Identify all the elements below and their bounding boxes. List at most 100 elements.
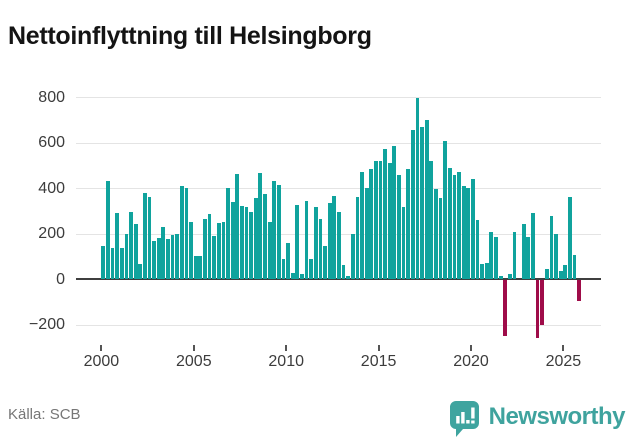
bar-2004-q1 — [175, 233, 180, 279]
bar-2015-q4 — [392, 145, 397, 279]
bar-2022-q1 — [507, 274, 512, 279]
bar-2009-q3 — [276, 184, 281, 279]
bar-2016-q2 — [401, 207, 406, 279]
bar-2015-q1 — [378, 160, 383, 279]
bar-2020-q1 — [471, 178, 475, 279]
bar-2002-q4 — [152, 241, 157, 279]
bar-2000-q1 — [101, 246, 106, 279]
zero-baseline — [76, 277, 601, 281]
bar-2001-q2 — [124, 233, 129, 279]
bar-2006-q2 — [216, 223, 221, 279]
bar-2021-q4 — [503, 280, 508, 337]
bar-2004-q3 — [184, 188, 189, 279]
y-axis-label: 0 — [56, 270, 65, 288]
bar-2019-q4 — [466, 188, 471, 279]
bar-2002-q1 — [138, 264, 143, 279]
x-axis-tick-2000 — [100, 345, 103, 351]
bar-2025-q2 — [568, 197, 572, 279]
bar-2010-q1 — [286, 242, 290, 279]
gridline-600 — [76, 142, 601, 144]
bar-2005-q4 — [207, 214, 212, 279]
bar-2015-q2 — [383, 149, 388, 279]
bar-2012-q1 — [323, 246, 327, 279]
bar-2014-q2 — [364, 188, 369, 279]
x-axis-tick-2015 — [377, 345, 380, 351]
x-axis-label: 2005 — [176, 353, 212, 370]
bar-2007-q1 — [230, 201, 235, 279]
bar-2013-q4 — [355, 197, 360, 279]
bar-2010-q4 — [300, 274, 304, 279]
page-title: Nettoinflyttning till Helsingborg — [8, 21, 372, 50]
bar-2020-q3 — [480, 264, 485, 279]
bar-2005-q2 — [198, 256, 203, 279]
bar-2019-q3 — [461, 185, 466, 279]
bar-2009-q4 — [281, 258, 286, 279]
bar-2021-q3 — [498, 275, 503, 279]
bar-2024-q1 — [544, 268, 549, 279]
bar-2020-q2 — [475, 219, 480, 279]
bar-2016-q3 — [406, 168, 411, 279]
y-axis-label: 400 — [38, 179, 65, 197]
x-axis-tick-2005 — [192, 345, 195, 351]
y-axis-label: 200 — [38, 225, 65, 242]
bar-2024-q3 — [554, 233, 558, 279]
newsworthy-logo[interactable]: Newsworthy — [449, 401, 626, 437]
bar-2008-q3 — [258, 173, 263, 279]
source-note: Källa: SCB — [8, 406, 81, 423]
y-axis-label: 600 — [38, 134, 65, 151]
bar-2023-q2 — [531, 213, 535, 279]
bar-2001-q3 — [129, 211, 133, 279]
bar-2001-q4 — [133, 224, 138, 279]
bar-2005-q3 — [203, 218, 207, 279]
y-axis-label: 800 — [38, 88, 65, 106]
bar-2011-q1 — [304, 200, 309, 279]
x-axis-label: 2015 — [360, 353, 397, 370]
bar-2003-q1 — [156, 238, 161, 279]
x-axis-tick-2010 — [285, 345, 288, 351]
bar-2016-q1 — [397, 175, 401, 279]
bar-2025-q3 — [572, 255, 577, 279]
bar-2023-q3 — [535, 280, 540, 339]
bar-2007-q3 — [240, 206, 244, 279]
bar-2012-q4 — [337, 211, 341, 279]
bar-2004-q2 — [179, 185, 184, 279]
bar-2003-q3 — [166, 239, 170, 279]
gridline--200 — [76, 324, 601, 326]
bar-2000-q2 — [106, 181, 110, 279]
x-axis-tick-2025 — [562, 345, 565, 351]
bar-2012-q2 — [327, 202, 332, 279]
bar-2001-q1 — [119, 248, 124, 279]
bar-2002-q2 — [142, 192, 147, 279]
bar-2013-q3 — [350, 233, 355, 279]
bar-2008-q4 — [263, 193, 267, 279]
bar-2003-q2 — [161, 226, 166, 279]
bar-2005-q1 — [193, 256, 198, 279]
bar-2012-q3 — [332, 195, 337, 279]
x-axis-label: 2000 — [83, 353, 120, 370]
bar-2025-q1 — [563, 265, 568, 279]
bar-2006-q1 — [212, 235, 217, 279]
bar-2010-q2 — [290, 273, 295, 279]
bar-2002-q3 — [147, 197, 152, 279]
bar-2000-q3 — [110, 248, 115, 279]
bar-2004-q4 — [189, 222, 193, 279]
y-axis-label: −200 — [28, 316, 65, 333]
x-axis-label: 2025 — [545, 353, 582, 370]
bar-2018-q2 — [438, 198, 443, 279]
bar-2006-q4 — [226, 188, 230, 279]
bar-2007-q2 — [235, 174, 240, 279]
bar-2017-q3 — [424, 119, 429, 279]
bar-2018-q4 — [447, 167, 452, 279]
bar-2018-q1 — [434, 189, 438, 279]
bar-2013-q1 — [341, 265, 346, 279]
bar-2014-q4 — [373, 160, 378, 279]
bar-2003-q4 — [170, 234, 175, 279]
bar-2025-q4 — [577, 280, 582, 301]
bar-2014-q3 — [369, 168, 374, 279]
bar-2024-q2 — [549, 216, 554, 279]
bar-2017-q1 — [415, 98, 420, 279]
bar-2008-q1 — [249, 211, 254, 279]
bar-2009-q1 — [267, 222, 272, 279]
x-axis-label: 2020 — [453, 353, 489, 370]
